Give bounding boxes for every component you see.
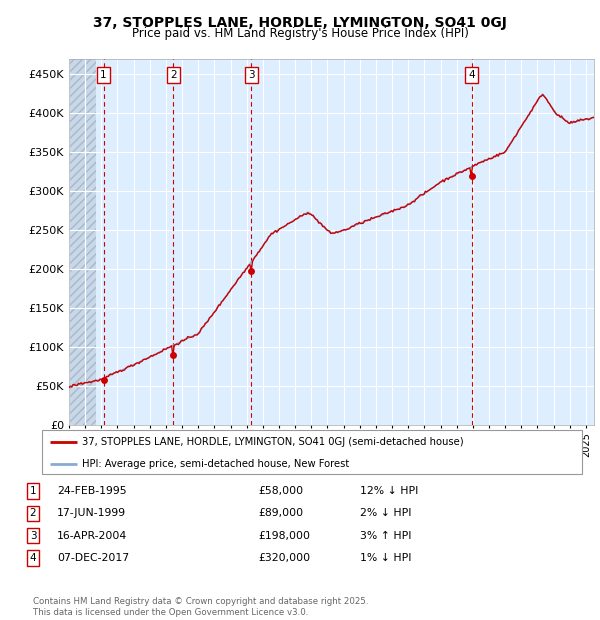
- Text: £89,000: £89,000: [258, 508, 303, 518]
- Text: 1: 1: [100, 70, 107, 81]
- Text: 3: 3: [248, 70, 254, 81]
- Text: 16-APR-2004: 16-APR-2004: [57, 531, 127, 541]
- Text: 2: 2: [170, 70, 176, 81]
- Text: 3: 3: [29, 531, 37, 541]
- Text: 1: 1: [29, 486, 37, 496]
- Text: 4: 4: [469, 70, 475, 81]
- Text: 2% ↓ HPI: 2% ↓ HPI: [360, 508, 412, 518]
- Text: 12% ↓ HPI: 12% ↓ HPI: [360, 486, 418, 496]
- Text: 4: 4: [29, 553, 37, 563]
- Text: £320,000: £320,000: [258, 553, 310, 563]
- Text: 3% ↑ HPI: 3% ↑ HPI: [360, 531, 412, 541]
- Text: £198,000: £198,000: [258, 531, 310, 541]
- Text: Contains HM Land Registry data © Crown copyright and database right 2025.
This d: Contains HM Land Registry data © Crown c…: [33, 598, 368, 617]
- FancyBboxPatch shape: [42, 430, 582, 474]
- Text: Price paid vs. HM Land Registry's House Price Index (HPI): Price paid vs. HM Land Registry's House …: [131, 27, 469, 40]
- Bar: [69, 59, 97, 425]
- Text: £58,000: £58,000: [258, 486, 303, 496]
- Text: HPI: Average price, semi-detached house, New Forest: HPI: Average price, semi-detached house,…: [83, 459, 350, 469]
- Text: 37, STOPPLES LANE, HORDLE, LYMINGTON, SO41 0GJ (semi-detached house): 37, STOPPLES LANE, HORDLE, LYMINGTON, SO…: [83, 436, 464, 447]
- Text: 07-DEC-2017: 07-DEC-2017: [57, 553, 129, 563]
- Text: 17-JUN-1999: 17-JUN-1999: [57, 508, 126, 518]
- Text: 1% ↓ HPI: 1% ↓ HPI: [360, 553, 412, 563]
- Text: 2: 2: [29, 508, 37, 518]
- Text: 24-FEB-1995: 24-FEB-1995: [57, 486, 127, 496]
- Text: 37, STOPPLES LANE, HORDLE, LYMINGTON, SO41 0GJ: 37, STOPPLES LANE, HORDLE, LYMINGTON, SO…: [93, 16, 507, 30]
